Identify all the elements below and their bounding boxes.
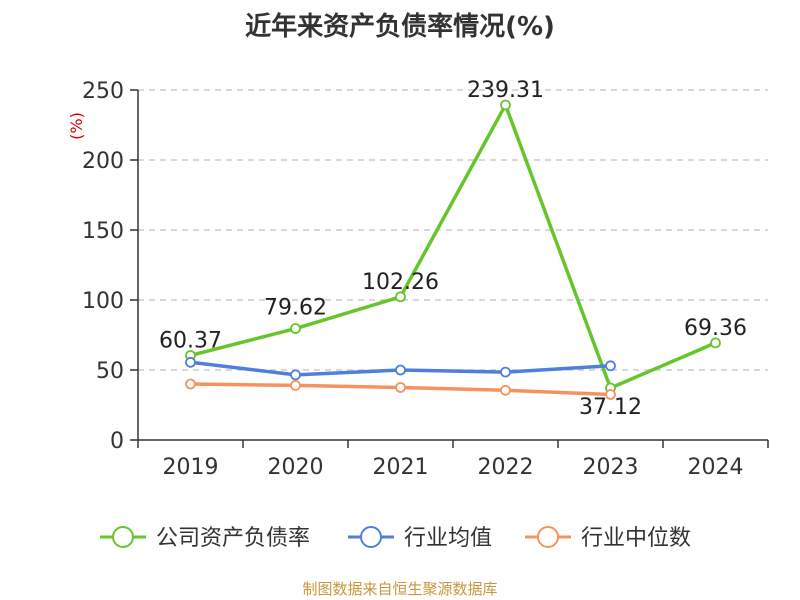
data-label: 102.26: [362, 270, 439, 295]
data-label: 37.12: [579, 395, 642, 420]
data-point-company: [500, 99, 511, 111]
chart-title: 近年来资产负债率情况(%): [245, 12, 555, 42]
legend-label: 公司资产负债率: [156, 526, 310, 551]
data-labels: 60.37 79.62 102.26 239.31 37.12 69.36: [159, 78, 747, 420]
data-point-industry_avg: [290, 369, 301, 381]
data-point-industry_median: [605, 389, 616, 400]
y-tick-label: 0: [110, 429, 124, 454]
data-point-company: [290, 323, 301, 334]
data-label: 60.37: [159, 328, 222, 353]
data-point-company: [710, 337, 721, 349]
data-label: 69.36: [684, 316, 747, 341]
data-point-industry_median: [290, 379, 301, 391]
data-point-industry_avg: [605, 360, 616, 372]
x-tick-label: 2019: [163, 455, 219, 480]
x-tick-label: 2022: [478, 455, 534, 480]
y-tick-label: 100: [82, 289, 124, 314]
x-tick-label: 2021: [373, 455, 429, 480]
y-tick-label: 50: [96, 359, 124, 384]
x-tick-label: 2024: [688, 455, 744, 480]
legend-marker-icon: [537, 526, 559, 548]
series-lines: [185, 99, 721, 400]
axes: 0 50 100 150 200 250 2019 2020 2021 2022 2023 2024: [82, 79, 769, 480]
y-tick-label: 150: [82, 219, 124, 244]
legend: 公司资产负债率 行业均值 行业中位数: [100, 526, 691, 551]
y-axis-label: (%): [67, 112, 86, 140]
data-point-industry_avg: [500, 366, 511, 378]
x-tick-label: 2023: [583, 455, 639, 480]
legend-marker-icon: [360, 526, 382, 548]
y-tick-label: 200: [82, 149, 124, 174]
data-point-industry_median: [395, 382, 406, 393]
data-point-industry_avg: [395, 364, 406, 376]
legend-item: 公司资产负债率: [100, 526, 310, 551]
y-tick-label: 250: [82, 79, 124, 104]
legend-item: 行业均值: [348, 526, 492, 551]
data-point-industry_median: [185, 378, 196, 390]
series-line-company: [190, 103, 717, 390]
legend-label: 行业中位数: [581, 526, 691, 551]
x-tick-label: 2020: [268, 455, 324, 480]
data-label: 239.31: [467, 78, 544, 103]
legend-label: 行业均值: [404, 526, 492, 551]
legend-marker-icon: [112, 526, 134, 548]
data-point-company: [395, 291, 406, 303]
source-footer: 制图数据来自恒生聚源数据库: [302, 580, 498, 598]
grid-lines: [138, 89, 768, 371]
legend-item: 行业中位数: [525, 526, 691, 551]
data-point-industry_avg: [185, 356, 196, 368]
data-label: 79.62: [264, 296, 327, 321]
data-point-industry_median: [500, 384, 511, 396]
